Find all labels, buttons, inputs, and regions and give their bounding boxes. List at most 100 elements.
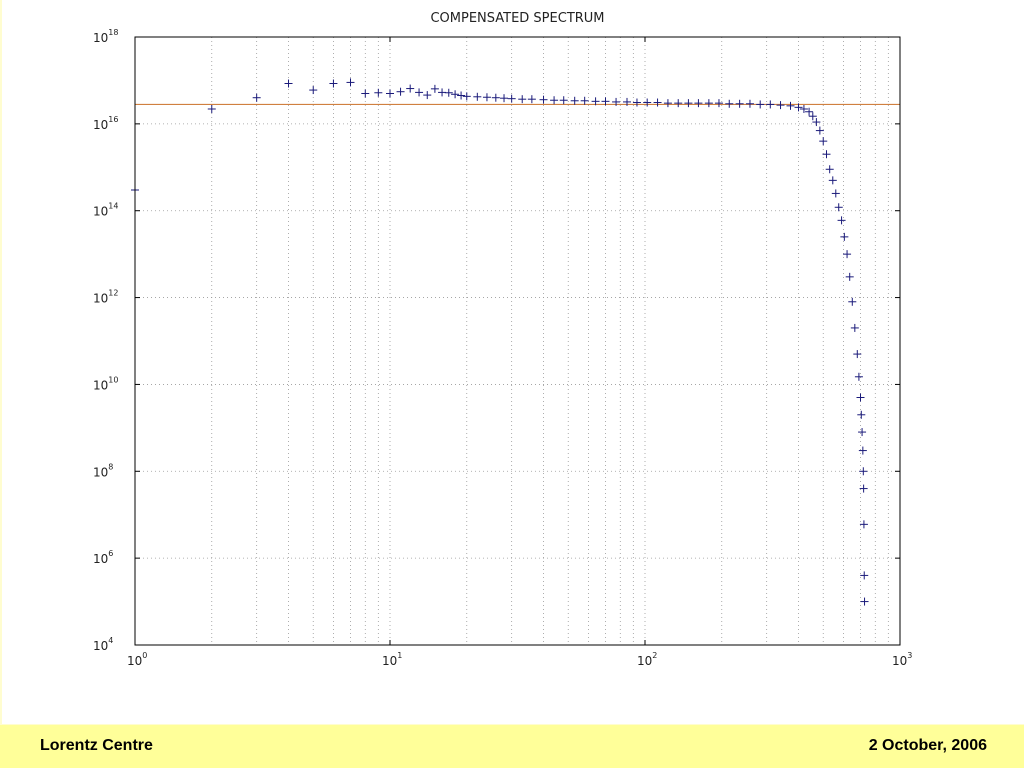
data-point [462,92,471,101]
data-point [539,95,548,104]
y-tick-label: 1018 [93,28,118,45]
x-tick-label: 101 [382,651,402,668]
data-point [482,93,491,102]
data-point [550,96,559,105]
data-point [500,94,509,103]
y-tick-label: 1014 [93,202,118,219]
y-tick-label: 1016 [93,115,118,132]
data-point [491,93,500,102]
data-point [386,89,394,98]
data-point [473,92,482,101]
data-point [406,84,415,93]
data-point [766,100,775,109]
data-markers [131,78,869,606]
chart-title: COMPENSATED SPECTRUM [430,11,604,26]
data-point [643,98,652,107]
data-point [819,137,828,146]
data-point [825,165,834,174]
data-point [309,86,318,95]
data-point [580,96,589,105]
data-point [714,99,723,108]
data-point [859,467,868,476]
data-point [845,272,854,281]
data-point [834,203,843,212]
data-point [786,101,795,110]
data-point [284,79,293,88]
data-point [346,78,355,87]
data-point [860,571,869,580]
data-point [527,95,536,104]
grid-lines [135,37,900,645]
x-tick-label: 100 [127,651,147,668]
data-point [854,372,863,381]
data-point [805,107,814,116]
data-point [860,597,869,606]
data-point [612,97,621,106]
data-point [794,103,803,112]
data-point [837,216,846,225]
x-tick-label: 102 [637,651,657,668]
data-point [843,250,852,259]
slide-content: 100 101 102 103 104 106 108 1010 1012 1014 1016 101… [2,0,1024,724]
data-point [848,297,857,306]
data-point [415,88,424,97]
data-point [396,87,405,96]
y-tick-label: 104 [93,636,113,653]
data-point [745,99,754,108]
data-point [850,323,859,332]
data-point [570,96,579,105]
data-point [591,97,600,106]
data-point [831,189,840,198]
chart: 100 101 102 103 104 106 108 1010 1012 1014 1016 101… [93,11,912,668]
data-point [653,98,662,107]
data-point [632,98,641,107]
data-point [858,428,867,437]
data-point [735,99,744,108]
data-point [857,410,866,419]
data-point [859,520,868,529]
data-point [776,101,785,110]
data-point [601,97,610,106]
data-point [725,99,734,108]
data-point [430,84,439,93]
y-tick-label: 1012 [93,289,118,306]
data-point [252,93,261,102]
data-point [361,89,370,98]
data-point [207,104,216,113]
data-point [663,99,672,108]
data-point [859,484,868,493]
data-point [822,150,831,159]
data-point [623,97,632,106]
data-point [858,446,867,455]
data-point [853,350,862,359]
data-point [451,90,460,99]
footer-date: 2 October, 2006 [868,737,987,754]
data-point [684,99,693,108]
data-point [374,88,383,97]
data-point [828,176,837,185]
plot-frame [134,36,901,646]
data-point [518,95,527,104]
footer-organization: Lorentz Centre [40,737,153,754]
data-point [444,88,453,97]
data-point [704,99,713,108]
data-point [423,91,432,100]
data-point [674,99,683,108]
data-point [559,96,568,105]
data-point [457,91,466,100]
plot-area [135,37,900,645]
data-point [840,232,849,241]
data-point [329,79,338,88]
y-tick-label: 106 [93,549,113,566]
data-point [438,88,447,97]
data-point [694,99,703,108]
x-tick-label: 103 [892,651,912,668]
data-point [799,104,808,113]
data-point [507,94,516,103]
data-point [856,393,865,402]
footer-bar: Lorentz Centre 2 October, 2006 [0,725,1024,768]
data-point [815,126,824,135]
y-tick-label: 108 [93,462,113,479]
data-point [812,118,821,127]
